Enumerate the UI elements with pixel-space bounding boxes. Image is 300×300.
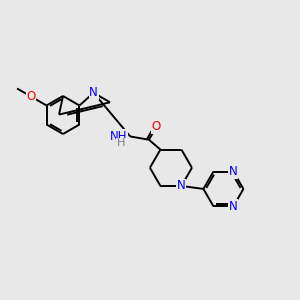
Text: O: O — [152, 120, 161, 133]
Text: NH: NH — [110, 130, 127, 143]
Text: N: N — [177, 179, 186, 192]
Text: N: N — [229, 165, 238, 178]
Text: H: H — [117, 139, 125, 148]
Text: O: O — [26, 90, 36, 103]
Text: N: N — [89, 86, 98, 99]
Text: N: N — [229, 200, 238, 213]
